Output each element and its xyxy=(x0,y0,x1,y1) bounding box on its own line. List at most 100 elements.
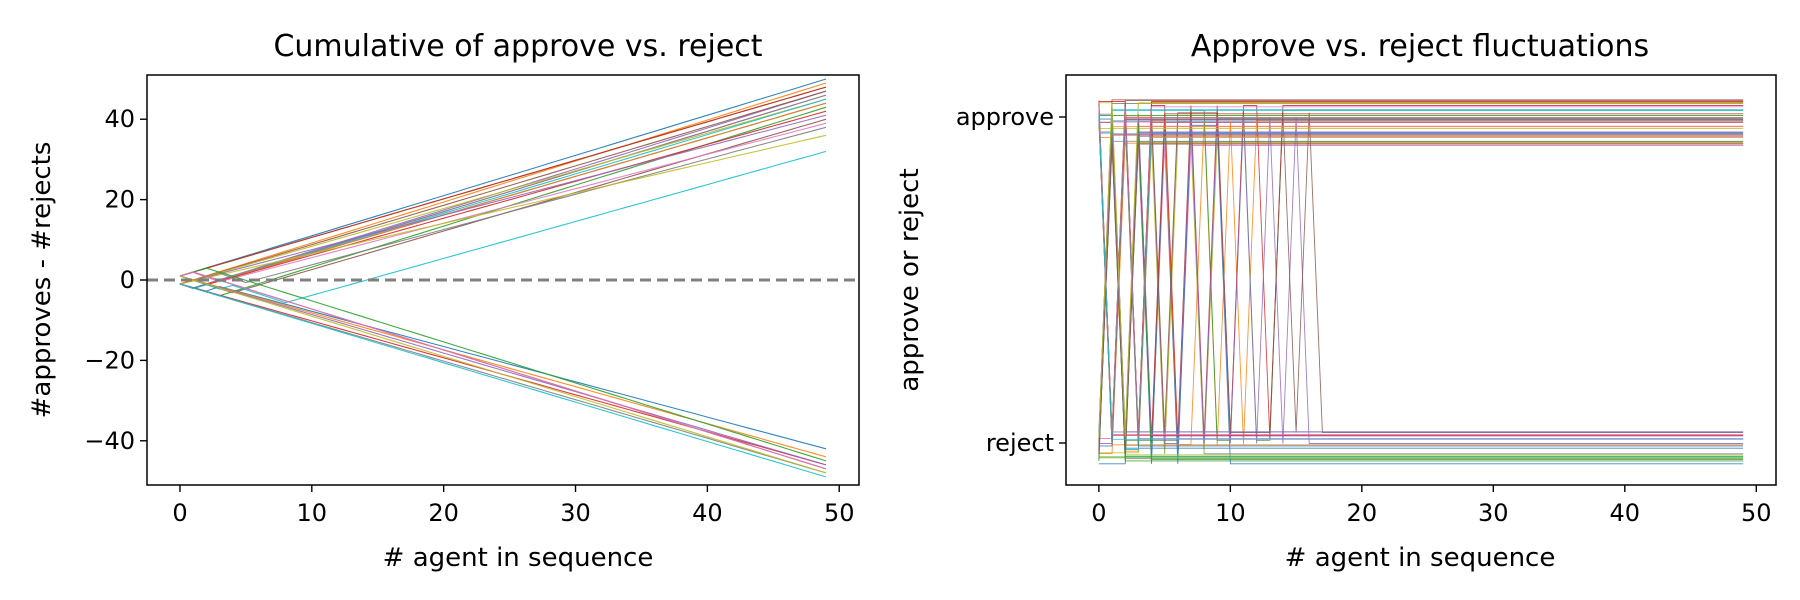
cumulative-chart: Cumulative of approve vs. reject 0 10 20 30… xyxy=(27,29,860,573)
series-line xyxy=(1098,133,1744,450)
series-line xyxy=(1098,118,1744,447)
series-line xyxy=(1098,132,1744,450)
series-line xyxy=(1098,117,1744,444)
series-line xyxy=(1098,109,1744,441)
chart-title: Cumulative of approve vs. reject xyxy=(273,29,762,64)
series-line xyxy=(1098,124,1744,462)
series-line xyxy=(1098,121,1744,456)
series-line xyxy=(1098,117,1744,446)
series-line xyxy=(1098,109,1744,441)
series-line xyxy=(179,150,827,304)
y-axis-label: #approves - #rejects xyxy=(27,142,57,419)
series-line xyxy=(1098,134,1744,451)
x-tick-label: 40 xyxy=(1610,499,1641,527)
x-axis-label: # agent in sequence xyxy=(383,543,654,573)
series-line xyxy=(1098,140,1744,453)
series-line xyxy=(1098,142,1744,454)
x-tick-label: 40 xyxy=(692,499,723,527)
series-line xyxy=(1098,118,1744,449)
plot-area xyxy=(1098,99,1744,465)
series-line xyxy=(1098,119,1744,445)
series-line xyxy=(1098,99,1744,437)
plot-area xyxy=(147,78,859,478)
series-line xyxy=(1098,143,1744,454)
series-line xyxy=(179,267,827,462)
fluctuations-chart: Approve vs. reject fluctuations 0 10 20 30 4… xyxy=(895,29,1777,573)
series-line xyxy=(1098,141,1744,454)
y-tick-label: 40 xyxy=(104,105,135,133)
series-line xyxy=(179,102,827,285)
series-line xyxy=(179,283,827,478)
series-line xyxy=(1098,132,1744,450)
series-line xyxy=(1098,103,1744,438)
x-tick-label: 20 xyxy=(428,499,459,527)
x-tick-label: 0 xyxy=(1091,499,1106,527)
series-line xyxy=(1098,140,1744,454)
series-line xyxy=(1098,117,1744,444)
series-line xyxy=(179,283,827,474)
y-tick-label: approve xyxy=(956,103,1054,131)
series-line xyxy=(1098,113,1744,435)
x-tick-label: 50 xyxy=(1741,499,1772,527)
series-line xyxy=(1098,113,1744,436)
series-line xyxy=(1098,112,1744,433)
y-tick-label: 20 xyxy=(104,186,135,214)
series-line xyxy=(1098,122,1744,446)
x-tick-label: 0 xyxy=(172,499,187,527)
series-line xyxy=(1098,115,1744,440)
series-line xyxy=(1098,99,1744,437)
series-line xyxy=(179,134,827,285)
series-line xyxy=(1098,112,1744,433)
series-line xyxy=(1098,102,1744,438)
series-line xyxy=(179,275,827,466)
x-tick-label: 20 xyxy=(1347,499,1378,527)
x-tick-label: 30 xyxy=(560,499,591,527)
series-line xyxy=(179,98,827,285)
series-line xyxy=(179,86,827,277)
series-line xyxy=(1098,145,1744,455)
series-line xyxy=(179,126,827,285)
series-line xyxy=(1098,123,1744,460)
series-line xyxy=(1098,119,1744,445)
series-line xyxy=(179,82,827,285)
series-line xyxy=(1098,109,1744,441)
series-line xyxy=(1098,115,1744,439)
series-line xyxy=(179,98,827,289)
x-ticks: 0 10 20 30 40 50 xyxy=(172,485,854,527)
chart-title: Approve vs. reject fluctuations xyxy=(1191,29,1649,64)
y-axis-label: approve or reject xyxy=(895,168,925,391)
x-tick-label: 30 xyxy=(1478,499,1509,527)
series-line xyxy=(179,78,827,277)
series-line xyxy=(179,90,827,281)
x-axis-label: # agent in sequence xyxy=(1285,543,1556,573)
series-line xyxy=(1098,102,1744,438)
series-line xyxy=(1098,113,1744,442)
y-tick-label: −40 xyxy=(84,427,135,455)
x-tick-label: 10 xyxy=(1215,499,1246,527)
x-tick-label: 10 xyxy=(297,499,328,527)
y-tick-label: reject xyxy=(986,429,1054,457)
series-line xyxy=(1098,120,1744,445)
series-line xyxy=(179,283,827,450)
series-line xyxy=(1098,124,1744,465)
axes-frame xyxy=(1065,74,1777,486)
x-tick-label: 50 xyxy=(824,499,855,527)
series-line xyxy=(1098,137,1744,452)
series-line xyxy=(179,275,827,474)
y-ticks: reject approve xyxy=(956,103,1066,457)
series-line xyxy=(1098,113,1744,437)
series-line xyxy=(179,114,827,285)
series-line xyxy=(179,271,827,470)
series-line xyxy=(1098,112,1744,434)
series-line xyxy=(179,110,827,289)
series-line xyxy=(1098,101,1744,437)
series-line xyxy=(1098,102,1744,438)
series-line xyxy=(1098,120,1744,455)
series-line xyxy=(1098,131,1744,450)
series-line xyxy=(1098,106,1744,439)
y-tick-label: −20 xyxy=(84,346,135,374)
x-ticks: 0 10 20 30 40 50 xyxy=(1091,485,1772,527)
series-line xyxy=(1098,117,1744,444)
series-line xyxy=(1098,126,1744,447)
